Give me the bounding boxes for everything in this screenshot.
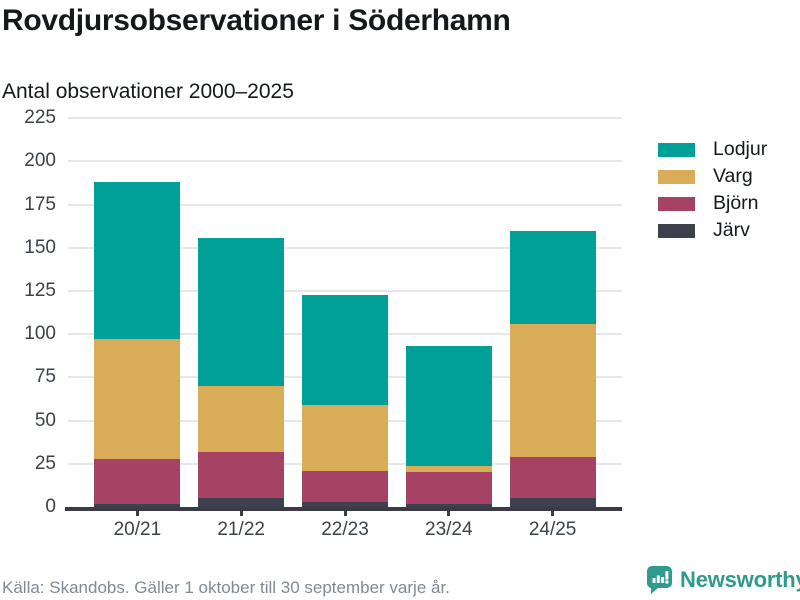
bar-segment-22-23-lodjur — [302, 294, 388, 406]
source-note: Källa: Skandobs. Gäller 1 oktober till 3… — [2, 578, 450, 597]
gridline-125 — [68, 290, 622, 293]
legend-label-björn: Björn — [713, 192, 759, 214]
x-axis-tick-23-24 — [447, 510, 451, 516]
bar-segment-24-25-järv — [509, 498, 596, 507]
newsworthy-wordmark: Newsworthy — [680, 567, 800, 592]
legend-label-varg: Varg — [713, 165, 753, 187]
y-axis-label-75: 75 — [34, 366, 56, 388]
bar-segment-23-24-varg — [405, 465, 492, 473]
bar-segment-20-21-lodjur — [94, 182, 181, 340]
gridline-175 — [68, 203, 622, 206]
y-axis-label-0: 0 — [45, 496, 56, 517]
bar-segment-21-22-järv — [198, 498, 285, 507]
x-axis-label-23-24: 23/24 — [425, 519, 473, 540]
legend-swatch-lodjur — [658, 142, 695, 157]
x-axis-label-22-23: 22/23 — [321, 519, 369, 540]
x-axis-tick-21-22 — [239, 510, 243, 516]
y-axis-label-150: 150 — [24, 236, 56, 258]
legend: Lodjur Varg Björn Järv — [658, 136, 800, 244]
legend-item-lodjur: Lodjur — [658, 136, 800, 163]
x-axis-label-21-22: 21/22 — [217, 519, 265, 540]
x-axis-label-20-21: 20/21 — [113, 519, 162, 540]
legend-item-varg: Varg — [658, 163, 800, 190]
bar-segment-22-23-varg — [302, 405, 388, 471]
y-axis-label-200: 200 — [24, 150, 56, 172]
y-axis-label-100: 100 — [24, 323, 56, 345]
page-subtitle: Antal observationer 2000–2025 — [2, 80, 294, 103]
y-axis-label-175: 175 — [24, 193, 56, 215]
bar-segment-22-23-järv — [302, 501, 388, 507]
x-axis-tick-22-23 — [343, 510, 347, 516]
x-axis-label-24-25: 24/25 — [528, 519, 577, 540]
legend-label-lodjur: Lodjur — [713, 138, 768, 160]
legend-item-björn: Björn — [658, 190, 800, 217]
bar-segment-23-24-björn — [405, 472, 492, 504]
x-axis-tick-24-25 — [551, 510, 555, 516]
bar-segment-23-24-lodjur — [405, 346, 492, 466]
newsworthy-logo: Newsworthy — [647, 566, 800, 594]
bar-segment-21-22-lodjur — [198, 237, 285, 387]
y-axis-label-25: 25 — [34, 452, 56, 474]
y-axis-label-50: 50 — [34, 409, 56, 431]
bar-segment-21-22-björn — [198, 451, 285, 499]
y-axis-label-125: 125 — [24, 280, 56, 302]
bar-segment-22-23-björn — [302, 470, 388, 502]
x-axis-tick-20-21 — [135, 510, 139, 516]
bar-segment-24-25-varg — [509, 323, 596, 457]
page-title: Rovdjursobservationer i Söderhamn — [2, 4, 511, 37]
bar-segment-24-25-björn — [509, 456, 596, 499]
legend-label-järv: Järv — [713, 219, 750, 241]
legend-swatch-järv — [658, 223, 695, 238]
legend-swatch-björn — [658, 196, 695, 211]
bar-segment-20-21-varg — [94, 339, 181, 459]
bar-segment-21-22-varg — [198, 386, 285, 452]
bar-chart-speech-bubble-icon — [647, 566, 672, 594]
bar-segment-20-21-björn — [94, 458, 181, 504]
legend-item-järv: Järv — [658, 217, 800, 244]
gridline-150 — [68, 246, 622, 249]
bar-segment-20-21-järv — [94, 503, 181, 507]
y-axis-label-225: 225 — [24, 107, 56, 129]
bar-segment-23-24-järv — [405, 503, 492, 507]
gridline-200 — [68, 160, 622, 163]
gridline-225 — [68, 117, 622, 120]
x-axis-line — [65, 506, 622, 511]
bar-segment-24-25-lodjur — [509, 230, 596, 324]
legend-swatch-varg — [658, 169, 695, 184]
